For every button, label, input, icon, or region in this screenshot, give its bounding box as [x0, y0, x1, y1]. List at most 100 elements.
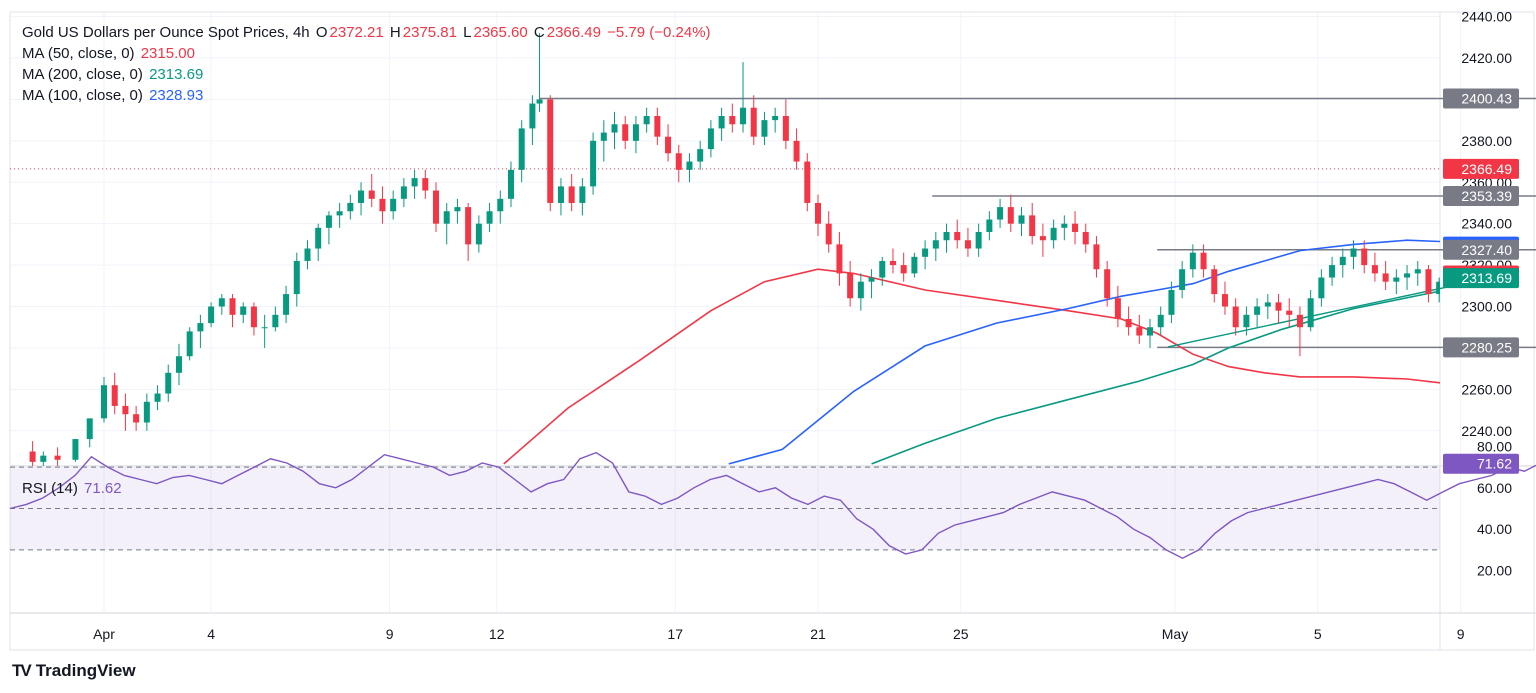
- price-tick-label: 2260.00: [1461, 381, 1512, 397]
- rsi-legend[interactable]: RSI (14) 71.62: [22, 478, 124, 499]
- candle-body: [1221, 294, 1228, 307]
- candle-body: [336, 211, 343, 216]
- ma100-value: 2328.93: [149, 87, 204, 104]
- candle-body: [975, 231, 982, 249]
- candle-body: [1414, 269, 1421, 274]
- tradingview-logo[interactable]: TV TradingView: [12, 661, 136, 681]
- candle-body: [622, 124, 629, 141]
- candle-body: [1136, 327, 1143, 336]
- candle-body: [347, 202, 354, 212]
- candle-body: [293, 260, 300, 295]
- rsi-value-tag-label: 71.62: [1477, 456, 1512, 472]
- candle-body: [1275, 302, 1282, 311]
- candle-body: [1468, 290, 1474, 294]
- candle-body: [590, 140, 597, 187]
- candle-body: [465, 207, 472, 245]
- price-tag: [1443, 268, 1519, 289]
- candle-body: [72, 439, 79, 460]
- candle-body: [1200, 252, 1207, 270]
- candle-body: [1211, 269, 1218, 295]
- price-tag: [1443, 337, 1519, 358]
- open-value: 2372.21: [329, 24, 384, 41]
- candle-body: [911, 256, 918, 274]
- candle-body: [1371, 265, 1378, 274]
- candle-body: [665, 136, 672, 154]
- open-label: O: [315, 24, 328, 41]
- candle-body: [208, 306, 215, 324]
- price-tag-label: 2400.43: [1461, 91, 1512, 107]
- candle-body: [497, 198, 504, 212]
- candle-body: [761, 120, 768, 137]
- rsi-tick-label: 60.00: [1477, 480, 1512, 496]
- time-tick-label: 4: [207, 626, 215, 642]
- rsi-label: RSI (14): [22, 480, 78, 497]
- candle-body: [1168, 289, 1175, 315]
- candle-body: [186, 331, 193, 357]
- high-value: 2375.81: [402, 24, 457, 41]
- candle-body: [879, 260, 886, 278]
- candle-body: [272, 314, 279, 328]
- candle-body: [1072, 223, 1079, 232]
- candle-body: [900, 265, 907, 274]
- candle-body: [54, 455, 61, 460]
- logo-text: TradingView: [35, 661, 136, 680]
- price-tag: [1443, 158, 1519, 179]
- ma100-legend[interactable]: MA (100, close, 0) 2328.93: [22, 85, 205, 106]
- candle-body: [325, 215, 332, 228]
- candle-body: [1157, 314, 1164, 328]
- low-value: 2365.60: [473, 24, 528, 41]
- candle-body: [536, 99, 543, 104]
- candle-body: [1050, 227, 1057, 241]
- candle-body: [964, 240, 971, 249]
- ma50-legend[interactable]: MA (50, close, 0) 2315.00: [22, 43, 197, 64]
- candle-body: [1404, 273, 1411, 278]
- price-tick-label: 2440.00: [1461, 9, 1512, 25]
- candle-body: [1264, 302, 1271, 307]
- price-tick-label: 2340.00: [1461, 216, 1512, 232]
- candle-body: [932, 240, 939, 249]
- candle-body: [111, 385, 118, 406]
- close-label: C: [533, 24, 545, 41]
- candle-body: [1018, 215, 1025, 224]
- candle-body: [579, 186, 586, 203]
- ma50-label: MA (50, close, 0): [22, 45, 135, 62]
- candle-body: [1243, 314, 1250, 328]
- ma200-legend[interactable]: MA (200, close, 0) 2313.69: [22, 64, 205, 85]
- candle-body: [422, 178, 429, 191]
- candle-body: [433, 190, 440, 224]
- candle-body: [740, 107, 747, 125]
- ma-line-ma50: [503, 268, 1440, 465]
- price-tag: [1443, 239, 1519, 260]
- candle-body: [1179, 269, 1186, 290]
- candle-body: [358, 190, 365, 203]
- candle-body: [847, 273, 854, 299]
- price-tag-label: 2366.49: [1461, 161, 1512, 177]
- candle-body: [1093, 244, 1100, 270]
- candle-body: [261, 327, 268, 329]
- candle-body: [101, 385, 107, 419]
- candle-body: [954, 231, 961, 241]
- time-tick-label: 17: [667, 626, 683, 642]
- candle-body: [1425, 269, 1432, 295]
- candle-body: [1125, 318, 1132, 328]
- rsi-value: 71.62: [84, 480, 122, 497]
- candle-body: [1361, 248, 1368, 266]
- rsi-tick-label: 80.00: [1477, 438, 1512, 454]
- ma-line-ma100: [728, 239, 1440, 465]
- candle-body: [86, 418, 93, 440]
- candle-body: [697, 149, 704, 162]
- candle-body: [1104, 269, 1111, 299]
- candle-body: [997, 207, 1004, 220]
- candle-body: [218, 298, 225, 307]
- candle-body: [40, 455, 47, 462]
- candle-body: [368, 190, 375, 199]
- candle-body: [379, 198, 386, 212]
- rsi-tick-label: 20.00: [1477, 563, 1512, 579]
- candle-body: [1393, 277, 1400, 282]
- chart-frame: [9, 11, 1535, 651]
- candle-body: [454, 207, 461, 212]
- candle-body: [1147, 327, 1154, 336]
- candle-body: [675, 153, 682, 170]
- price-tag-label: 2353.39: [1461, 188, 1512, 204]
